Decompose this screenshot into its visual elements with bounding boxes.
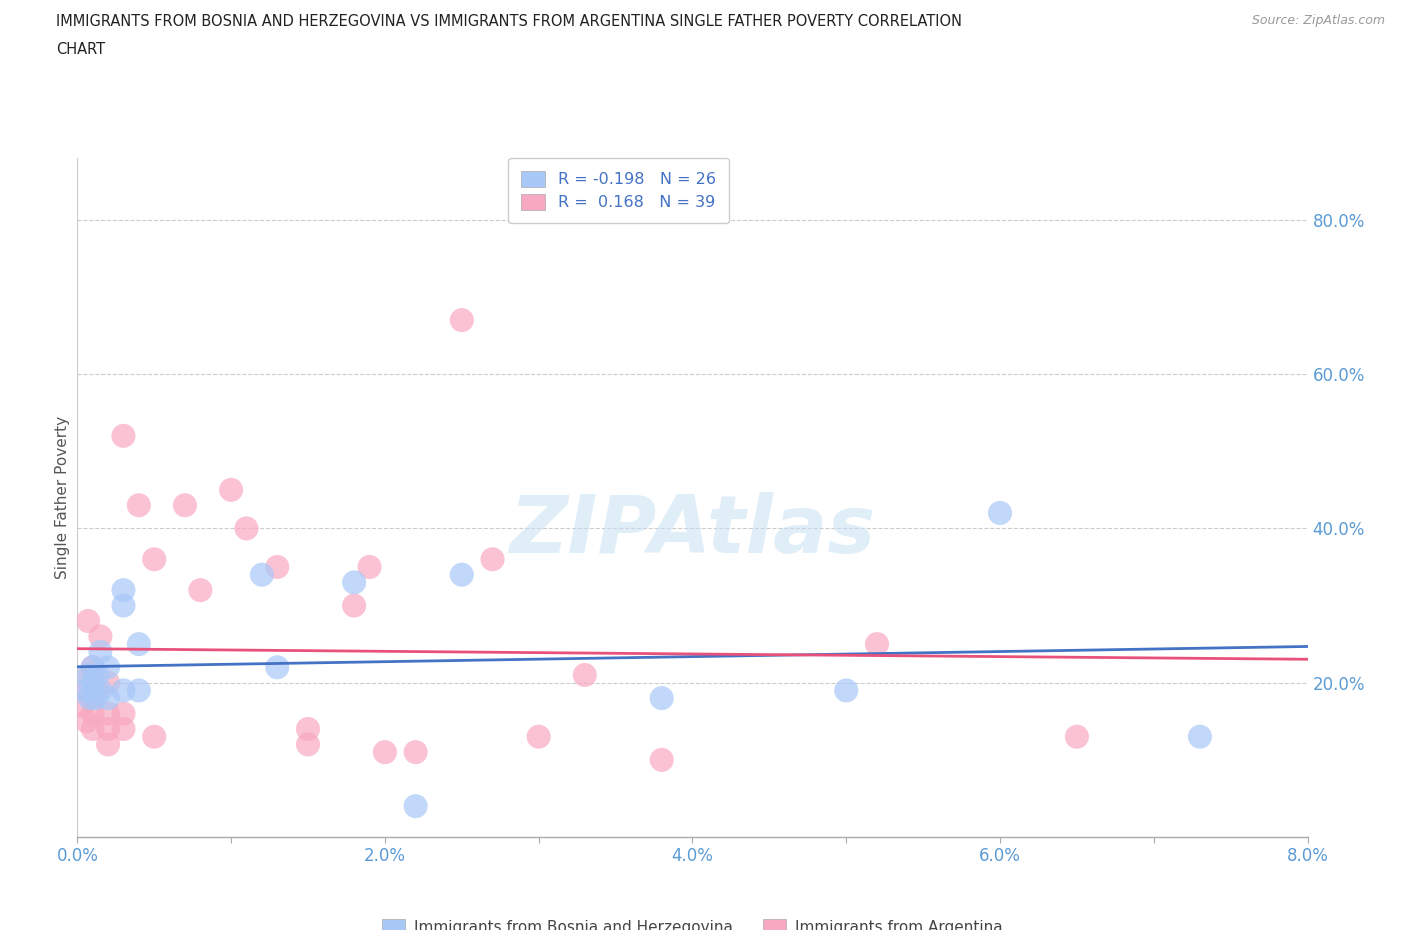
Point [1066,729,1088,744]
Point [76,714,98,729]
Point [143,551,166,566]
Legend: Immigrants from Bosnia and Herzegovina, Immigrants from Argentina: Immigrants from Bosnia and Herzegovina, … [375,912,1010,930]
Point [527,729,550,744]
Point [97,737,120,751]
Point [450,312,472,327]
Point [86,668,108,683]
Point [405,745,427,760]
Point [988,506,1011,521]
Point [112,722,135,737]
Point [481,551,503,566]
Point [89,629,111,644]
Point [82,660,104,675]
Point [89,644,111,659]
Point [188,583,212,598]
Point [97,675,120,690]
Point [97,660,120,675]
Point [574,668,596,683]
Point [651,752,673,767]
Point [112,706,135,721]
Point [112,583,135,598]
Point [297,737,319,751]
Point [82,722,104,737]
Point [250,567,273,582]
Point [374,745,396,760]
Y-axis label: Single Father Poverty: Single Father Poverty [55,416,70,579]
Point [77,614,100,629]
Text: CHART: CHART [56,42,105,57]
Point [1188,729,1211,744]
Point [82,675,104,690]
Point [405,799,427,814]
Point [79,668,101,683]
Point [82,660,104,675]
Point [82,706,104,721]
Point [651,691,673,706]
Point [343,575,366,590]
Point [297,722,319,737]
Point [84,691,107,706]
Point [219,483,242,498]
Text: ZIPAtlas: ZIPAtlas [509,493,876,570]
Point [77,668,100,683]
Point [89,683,111,698]
Point [128,683,150,698]
Point [235,521,257,536]
Point [835,683,858,698]
Point [79,691,101,706]
Point [128,498,150,512]
Point [112,429,135,444]
Point [82,683,104,698]
Point [70,698,93,713]
Point [84,683,107,698]
Point [82,691,104,706]
Point [97,706,120,721]
Point [97,691,120,706]
Point [97,722,120,737]
Point [266,560,288,575]
Point [266,660,288,675]
Point [143,729,166,744]
Point [174,498,197,512]
Text: Source: ZipAtlas.com: Source: ZipAtlas.com [1251,14,1385,27]
Point [112,598,135,613]
Text: IMMIGRANTS FROM BOSNIA AND HERZEGOVINA VS IMMIGRANTS FROM ARGENTINA SINGLE FATHE: IMMIGRANTS FROM BOSNIA AND HERZEGOVINA V… [56,14,962,29]
Point [112,683,135,698]
Point [359,560,381,575]
Point [343,598,366,613]
Point [73,683,96,698]
Point [866,637,889,652]
Point [450,567,472,582]
Point [73,683,96,698]
Point [128,637,150,652]
